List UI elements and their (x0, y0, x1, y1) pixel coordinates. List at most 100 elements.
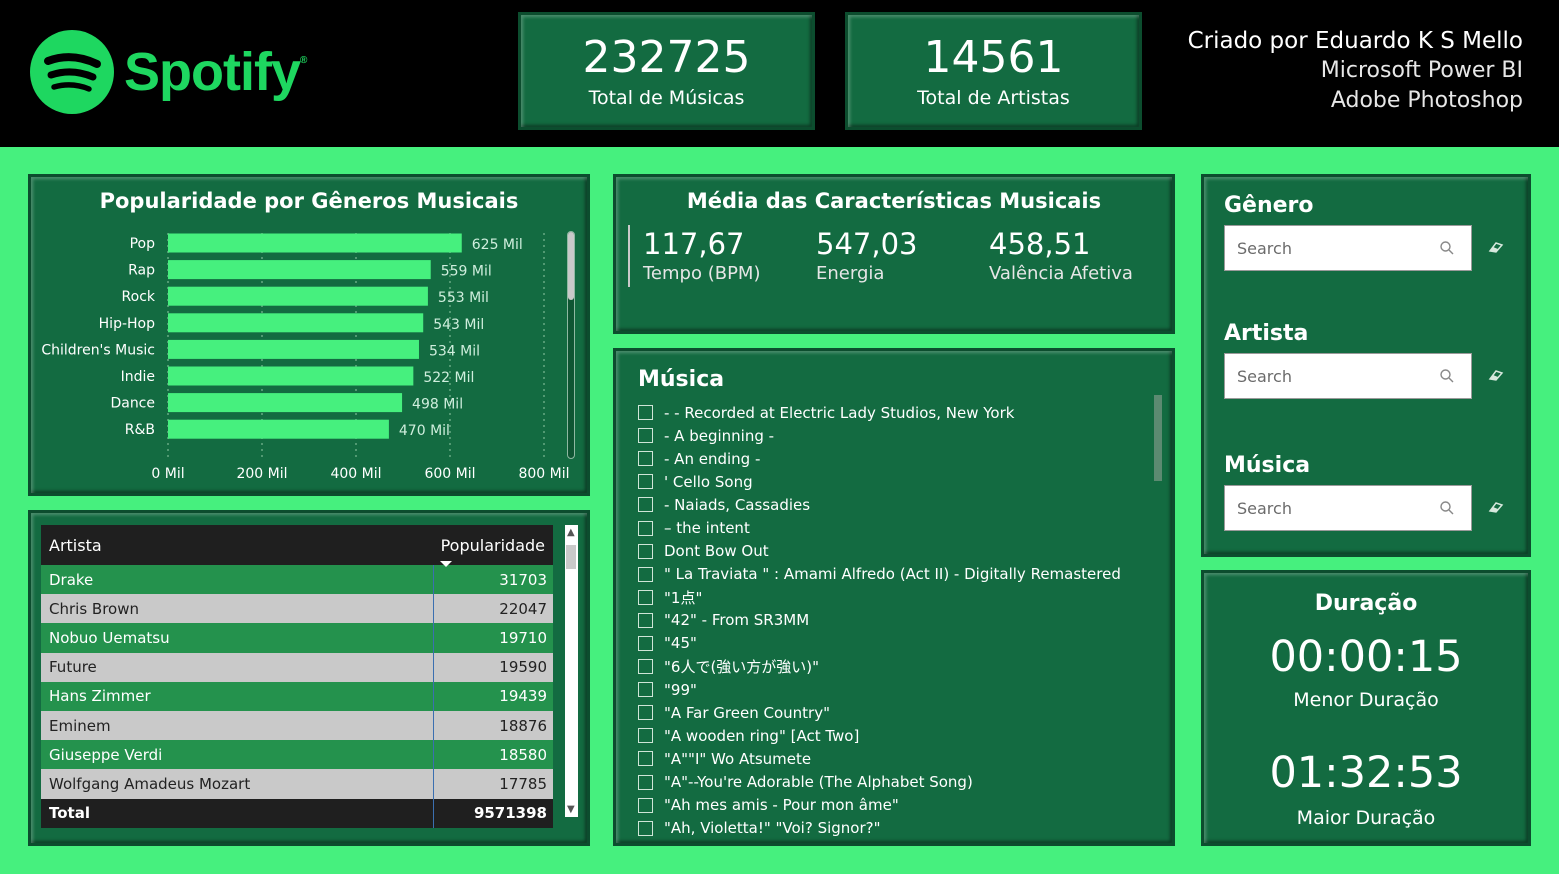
checkbox[interactable] (638, 682, 653, 698)
min-duration-value: 00:00:15 (1269, 632, 1463, 682)
table-row[interactable]: Giuseppe Verdi 18580 (41, 740, 553, 770)
artist-search-input[interactable]: Search (1224, 353, 1472, 399)
slicer-title: Música (638, 367, 725, 392)
list-item[interactable]: - A beginning - (638, 424, 1121, 447)
checkbox[interactable] (638, 589, 653, 605)
cell-popularity: 19710 (499, 628, 547, 647)
column-header-artist[interactable]: Artista (49, 535, 102, 555)
checkbox[interactable] (638, 566, 653, 582)
checkbox[interactable] (638, 797, 653, 813)
cell-popularity: 22047 (499, 599, 547, 618)
checkbox[interactable] (638, 635, 653, 651)
list-item[interactable]: - An ending - (638, 447, 1121, 470)
checkbox[interactable] (638, 820, 653, 836)
max-duration-value: 01:32:53 (1269, 748, 1463, 798)
list-item[interactable]: "1点" (638, 586, 1121, 609)
table-row[interactable]: Wolfgang Amadeus Mozart 17785 (41, 769, 553, 799)
search-icon (1440, 241, 1454, 255)
scrollbar-thumb[interactable] (568, 232, 574, 300)
song-list: - - Recorded at Electric Lady Studios, N… (638, 401, 1121, 840)
credits: Criado por Eduardo K S Mello Microsoft P… (1188, 26, 1523, 116)
scroll-up-icon[interactable]: ▲ (567, 527, 575, 538)
credit-tool: Adobe Photoshop (1330, 88, 1523, 113)
genre-popularity-chart: Popularidade por Gêneros Musicais 0 Mil 2… (28, 174, 590, 496)
genre-search-input[interactable]: Search (1224, 225, 1472, 271)
table-row[interactable]: Chris Brown 22047 (41, 594, 553, 624)
checkbox[interactable] (638, 774, 653, 790)
checkbox[interactable] (638, 451, 653, 467)
chart-scrollbar[interactable] (567, 231, 575, 459)
checkbox[interactable] (638, 405, 653, 421)
checkbox[interactable] (638, 659, 653, 675)
x-tick-label: 200 Mil (236, 466, 287, 482)
checkbox[interactable] (638, 520, 653, 536)
kpi-label: Total de Artistas (917, 87, 1070, 109)
column-header-popularity[interactable]: Popularidade (434, 536, 553, 567)
checkbox[interactable] (638, 428, 653, 444)
table-row[interactable]: Nobuo Uematsu 19710 (41, 623, 553, 653)
list-item[interactable]: "Ah, Violetta!" "Voi? Signor?" (638, 817, 1121, 840)
table-row[interactable]: Future 19590 (41, 652, 553, 682)
data-label: 498 Mil (412, 397, 463, 413)
min-duration-label: Menor Duração (1293, 689, 1439, 711)
category-label: Indie (121, 369, 155, 385)
eraser-icon[interactable] (1486, 499, 1506, 515)
list-item[interactable]: "99" (638, 678, 1121, 701)
list-item[interactable]: "A wooden ring" [Act Two] (638, 724, 1121, 747)
checkbox[interactable] (638, 751, 653, 767)
duration-title: Duração (1314, 591, 1418, 616)
data-label: 625 Mil (472, 237, 523, 253)
filters-panel: Gênero Search Artista Search Música Sear… (1201, 174, 1531, 557)
cell-artist: Future (41, 652, 434, 682)
list-item[interactable]: " La Traviata " : Amami Alfredo (Act II)… (638, 563, 1121, 586)
checkbox[interactable] (638, 612, 653, 628)
list-item[interactable]: Dont Bow Out (638, 540, 1121, 563)
list-item[interactable]: – the intent (638, 516, 1121, 539)
eraser-icon[interactable] (1486, 239, 1506, 255)
cell-popularity: 19590 (499, 658, 547, 677)
avg-label: Tempo (BPM) (643, 263, 761, 284)
eraser-icon[interactable] (1486, 367, 1506, 383)
list-item[interactable]: "Ah mes amis - Pour mon âme" (638, 794, 1121, 817)
kpi-value: 14561 (923, 32, 1064, 83)
spotify-icon (30, 30, 114, 114)
table-row[interactable]: Drake 31703 (41, 565, 553, 595)
search-icon (1440, 369, 1454, 383)
checkbox[interactable] (638, 474, 653, 490)
panel-title: Média das Características Musicais (686, 189, 1102, 213)
list-item[interactable]: ' Cello Song (638, 470, 1121, 493)
scrollbar-thumb[interactable] (566, 545, 576, 569)
list-item[interactable]: - - Recorded at Electric Lady Studios, N… (638, 401, 1121, 424)
avg-tempo: 117,67 Tempo (BPM) (643, 227, 760, 284)
table: Artista Popularidade Drake 31703 Chris Br… (41, 525, 553, 828)
checkbox[interactable] (638, 497, 653, 513)
filter-title-genre: Gênero (1224, 193, 1314, 218)
cell-popularity: 19439 (499, 687, 547, 706)
x-tick-label: 400 Mil (330, 466, 381, 482)
checkbox[interactable] (638, 543, 653, 559)
data-label: 522 Mil (423, 370, 474, 386)
table-scrollbar[interactable]: ▲ ▼ (565, 525, 578, 817)
artist-popularity-table: Artista Popularidade Drake 31703 Chris Br… (28, 510, 590, 846)
avg-label: Energia (816, 263, 885, 284)
list-item[interactable]: "A"--You're Adorable (The Alphabet Song) (638, 771, 1121, 794)
checkbox[interactable] (638, 728, 653, 744)
table-row[interactable]: Eminem 18876 (41, 710, 553, 741)
list-item[interactable]: "6人で(強い方が強い)" (638, 655, 1121, 678)
music-search-input[interactable]: Search (1224, 485, 1472, 531)
list-item[interactable]: "A""I" Wo Atsumete (638, 747, 1121, 770)
bar (168, 260, 431, 280)
list-item[interactable]: "A Far Green Country" (638, 701, 1121, 724)
credit-tool: Microsoft Power BI (1320, 58, 1523, 83)
table-total-row: Total 9571398 (41, 798, 553, 828)
list-item[interactable]: "45" (638, 632, 1121, 655)
category-label: R&B (125, 422, 155, 438)
table-row[interactable]: Hans Zimmer 19439 (41, 681, 553, 711)
divider (628, 225, 630, 287)
list-item[interactable]: - Naiads, Cassadies (638, 493, 1121, 516)
list-scrollbar[interactable] (1154, 395, 1162, 481)
scroll-down-icon[interactable]: ▼ (567, 804, 575, 815)
bar (168, 366, 414, 386)
checkbox[interactable] (638, 705, 653, 721)
list-item[interactable]: "42" - From SR3MM (638, 609, 1121, 632)
